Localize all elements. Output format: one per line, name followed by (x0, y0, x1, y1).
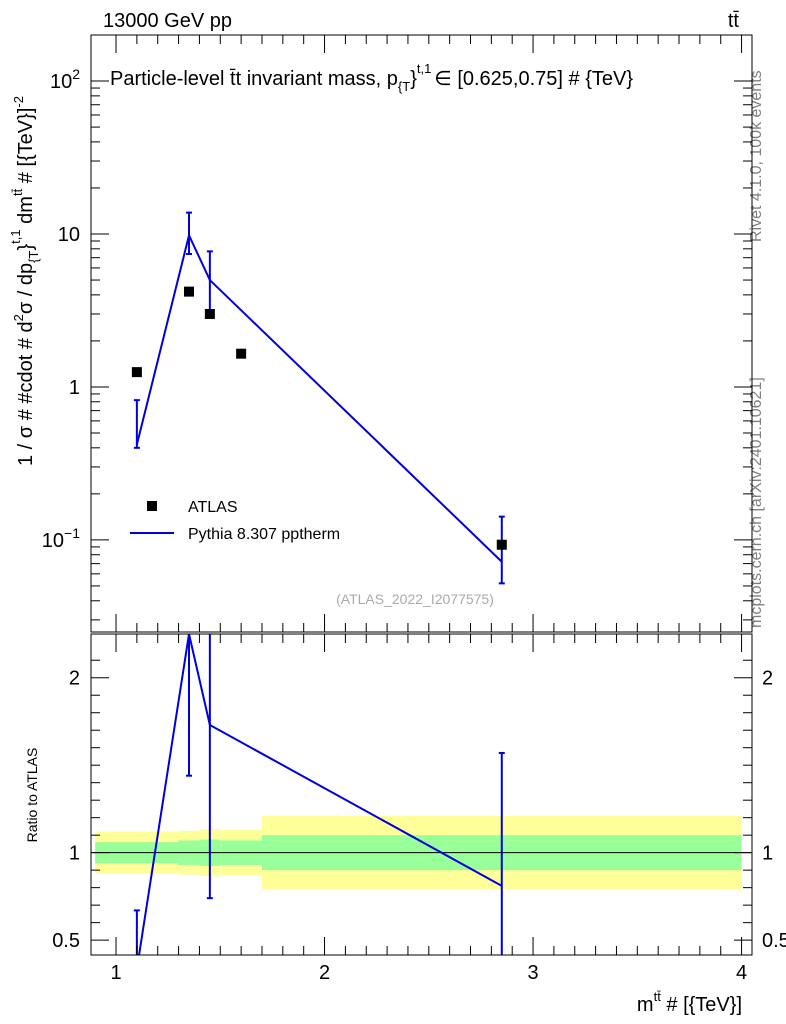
legend-data-marker (147, 501, 157, 511)
xtick-label: 2 (319, 962, 330, 984)
main-frame (90, 34, 753, 633)
legend: ATLAS Pythia 8.307 pptherm (130, 499, 340, 543)
chart-title: Particle-level t̄t invariant mass, p{T}t… (110, 61, 633, 94)
xtick-label: 3 (527, 962, 538, 984)
main-ytick-label: 102 (50, 66, 80, 93)
analysis-tag: (ATLAS_2022_I2077575) (336, 591, 494, 607)
main-ytick-label: 10−1 (42, 525, 80, 552)
mc-line (135, 232, 503, 563)
ratio-ytick-label-right: 1 (762, 843, 773, 865)
legend-data-label: ATLAS (188, 499, 238, 516)
main-panel: 10−1 1 10 102 Particle-level t̄t invariant … (8, 34, 753, 633)
data-point (131, 367, 142, 378)
main-ytick-labels: 10−1 1 10 102 (42, 66, 80, 552)
data-point (496, 539, 507, 550)
ratio-ylabel: Ratio to ATLAS (24, 748, 40, 843)
mcplots-label: mcplots.cern.ch [arXiv:2401.10621] (748, 377, 765, 628)
ratio-ytick-label-right: 2 (762, 668, 773, 690)
data-point (204, 308, 215, 319)
xtick-label: 4 (736, 962, 747, 984)
data-point (236, 348, 247, 359)
ratio-mc-series (133, 634, 505, 955)
x-axis-label: mtt̄ # [{TeV}] (637, 989, 742, 1016)
legend-mc-label: Pythia 8.307 pptherm (188, 526, 340, 543)
main-ytick-label: 1 (69, 377, 80, 399)
xtick-label: 1 (110, 962, 121, 984)
ratio-frame (90, 633, 753, 956)
ratio-tick-labels: 0.5 0.5 1 1 2 2 1 2 3 4 (52, 668, 786, 984)
ratio-ytick-label-left: 2 (69, 668, 80, 690)
ratio-ticks (91, 634, 752, 955)
main-ylabel: 1 / σ # #cdot # d2σ / dp{T}t,1 dmtt̄ # [… (8, 96, 41, 466)
mc-series (133, 211, 505, 585)
ratio-panel: 0.5 0.5 1 1 2 2 1 2 3 4 Ratio to ATLAS mtt̄ # [{T… (24, 633, 786, 1016)
process-label: 13000 GeV pp (103, 10, 232, 32)
ratio-ytick-label-right: 0.5 (762, 930, 786, 952)
ratio-ytick-label-left: 0.5 (52, 930, 80, 952)
ratio-ytick-label-left: 1 (69, 843, 80, 865)
data-series (131, 286, 507, 550)
data-point (184, 286, 195, 297)
main-ytick-label: 10 (58, 224, 80, 246)
main-ticks (91, 34, 752, 632)
final-state-label: tt̄ (728, 10, 740, 32)
ratio-mc-line (138, 634, 503, 955)
